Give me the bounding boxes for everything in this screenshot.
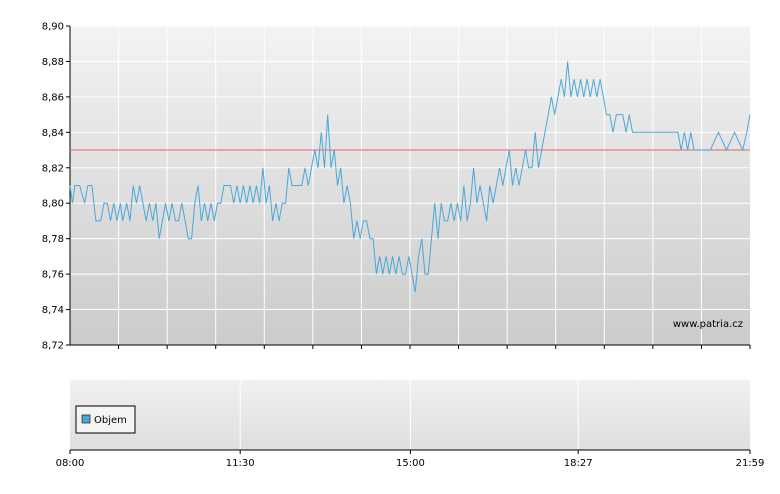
watermark: www.patria.cz [673, 319, 743, 330]
y-tick-label: 8,82 [42, 163, 64, 174]
y-tick-label: 8,88 [42, 57, 64, 68]
price-series-line [69, 61, 751, 292]
volume-grid [239, 380, 579, 450]
x-tick-label: 21:59 [736, 458, 765, 469]
y-axis-ticks: 8,90 8,88 8,86 8,84 8,82 8,80 8,78 8,76 8,74 8,72 [42, 22, 70, 352]
legend-label: Objem [94, 415, 127, 426]
y-tick-label: 8,80 [42, 199, 64, 210]
y-tick-label: 8,84 [42, 128, 64, 139]
y-tick-label: 8,72 [42, 341, 64, 352]
y-tick-label: 8,78 [42, 234, 64, 245]
y-tick-label: 8,90 [42, 22, 64, 33]
x-tick-label: 15:00 [396, 458, 425, 469]
x-tick-label: 08:00 [56, 458, 85, 469]
x-axis-labels: 08:00 11:30 15:00 18:27 21:59 [56, 450, 765, 469]
x-tick-label: 11:30 [226, 458, 255, 469]
x-minor-ticks [118, 345, 751, 349]
legend-swatch [81, 414, 91, 424]
y-tick-label: 8,74 [42, 305, 64, 316]
volume-legend: Objem [75, 405, 136, 434]
y-tick-label: 8,86 [42, 92, 64, 103]
y-tick-label: 8,76 [42, 270, 64, 281]
x-tick-label: 18:27 [564, 458, 593, 469]
